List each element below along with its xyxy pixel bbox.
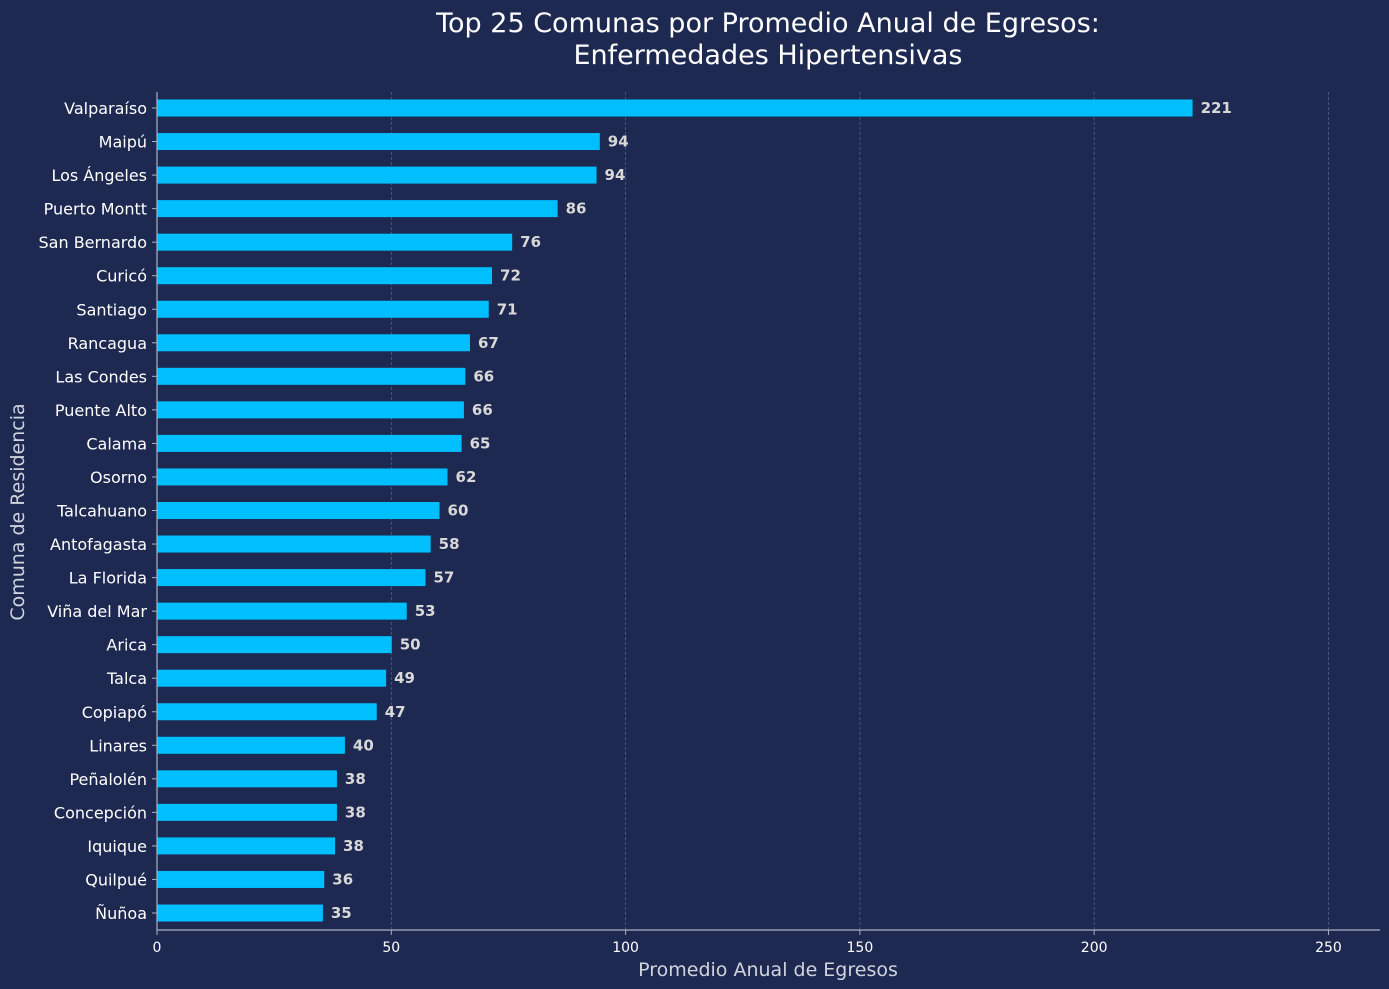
- category-label: Quilpué: [85, 870, 147, 889]
- bar-value-label: 35: [331, 904, 352, 922]
- bar: [157, 334, 471, 352]
- bar: [157, 434, 462, 452]
- bar-value-label: 72: [500, 267, 521, 285]
- bar: [157, 367, 466, 385]
- bar: [157, 200, 558, 218]
- bar-value-label: 62: [456, 468, 477, 486]
- bar-value-label: 65: [470, 434, 491, 452]
- x-tick-label: 150: [847, 940, 874, 956]
- category-label: Talcahuano: [56, 502, 147, 521]
- x-tick-label: 50: [382, 940, 400, 956]
- bar: [157, 736, 345, 754]
- category-label: Iquique: [87, 837, 147, 856]
- bar: [157, 535, 431, 553]
- category-label: Osorno: [90, 468, 147, 487]
- value-labels: 221 94 94 86 76 72 71 67 66 66 65 62 60 58 57 53 50 49 47 4…: [331, 99, 1232, 922]
- category-label: San Bernardo: [39, 233, 148, 252]
- category-label: Peñalolén: [69, 770, 147, 789]
- category-label: Antofagasta: [50, 535, 147, 554]
- x-tick-label: 250: [1315, 940, 1342, 956]
- category-label: Los Ángeles: [51, 166, 147, 185]
- bar-value-label: 38: [345, 770, 366, 788]
- x-axis-title: Promedio Anual de Egresos: [638, 959, 898, 981]
- bar-value-label: 47: [385, 703, 406, 721]
- category-label: Talca: [106, 669, 147, 688]
- bar-value-label: 66: [473, 367, 494, 385]
- bar-value-label: 86: [566, 200, 587, 218]
- x-tick-label: 200: [1081, 940, 1108, 956]
- category-label: Concepción: [54, 803, 147, 822]
- bar-value-label: 38: [343, 837, 364, 855]
- bar-value-label: 57: [433, 569, 454, 587]
- bar: [157, 770, 337, 788]
- bar: [157, 703, 377, 721]
- x-tick-label: 0: [153, 940, 162, 956]
- bar-value-label: 58: [439, 535, 460, 553]
- bar-value-label: 40: [353, 736, 374, 754]
- category-label: Calama: [86, 434, 147, 453]
- bar: [157, 837, 336, 855]
- bar-value-label: 60: [448, 502, 469, 520]
- bar: [157, 401, 464, 419]
- category-label: Curicó: [96, 267, 147, 286]
- bar: [157, 636, 392, 654]
- category-label: Puente Alto: [55, 401, 147, 420]
- chart-title-line1: Top 25 Comunas por Promedio Anual de Egr…: [435, 8, 1100, 39]
- category-label: La Florida: [69, 569, 147, 588]
- bar: [157, 166, 597, 184]
- bar: [157, 99, 1193, 117]
- category-label: Viña del Mar: [47, 602, 147, 621]
- bar: [157, 468, 448, 486]
- category-label: Puerto Montt: [44, 200, 147, 219]
- bar: [157, 267, 493, 285]
- chart-title-line2: Enfermedades Hipertensivas: [573, 40, 962, 71]
- category-label: Ñuñoa: [95, 904, 147, 923]
- category-label: Copiapó: [82, 703, 147, 722]
- bar: [157, 870, 325, 888]
- bar-value-label: 76: [520, 233, 541, 251]
- category-label: Arica: [106, 636, 147, 655]
- bar-value-label: 94: [608, 133, 629, 151]
- bar: [157, 300, 489, 318]
- bar: [157, 502, 440, 519]
- y-axis-title: Comuna de Residencia: [7, 403, 29, 620]
- bar: [157, 233, 513, 251]
- category-label: Maipú: [99, 133, 147, 152]
- bar-value-label: 53: [415, 602, 436, 620]
- bars: [157, 99, 1193, 922]
- category-label: Las Condes: [55, 367, 147, 386]
- bar: [157, 569, 426, 587]
- bar: [157, 904, 323, 922]
- bar: [157, 133, 600, 151]
- bar-value-label: 94: [605, 166, 626, 184]
- bar-value-label: 71: [497, 300, 518, 318]
- x-ticks: 0 50 100 150 200 250: [153, 930, 1342, 956]
- bar: [157, 602, 407, 620]
- bar-value-label: 66: [472, 401, 493, 419]
- x-grid: [390, 92, 1329, 930]
- category-label: Rancagua: [68, 334, 147, 353]
- bar-value-label: 38: [345, 803, 366, 821]
- bar-value-label: 50: [400, 636, 421, 654]
- category-labels: Valparaíso Maipú Los Ángeles Puerto Montt Sa…: [39, 99, 157, 923]
- bar-value-label: 49: [394, 669, 415, 687]
- bar: [157, 669, 387, 687]
- bar-value-label: 67: [478, 334, 499, 352]
- x-tick-label: 100: [612, 940, 639, 956]
- category-label: Valparaíso: [64, 99, 147, 118]
- bar-value-label: 221: [1201, 99, 1232, 117]
- category-label: Santiago: [76, 300, 147, 319]
- bar: [157, 803, 337, 821]
- category-label: Linares: [89, 736, 147, 755]
- bar-value-label: 36: [332, 870, 353, 888]
